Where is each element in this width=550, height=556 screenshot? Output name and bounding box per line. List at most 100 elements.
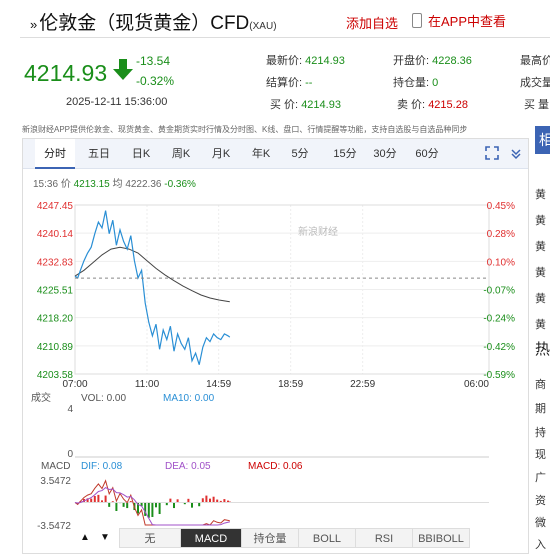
hot-item[interactable]: 广 — [535, 472, 546, 484]
down-arrow-icon — [113, 59, 133, 80]
phone-icon — [412, 13, 422, 28]
notice-text: 新浪财经APP提供伦敦金、现货黄金、黄金期货实时行情及分时图、K线、盘口、行情提… — [22, 125, 468, 134]
indicator-tabs: 无 MACD 持仓量 BOLL RSI BBIBOLL — [119, 528, 470, 548]
indicator-macd[interactable]: MACD — [180, 528, 242, 548]
hot-item[interactable]: 期 — [535, 403, 546, 415]
buy-volume-field: 买 量 — [524, 99, 550, 111]
price-tick-label: 4225.51 — [37, 286, 74, 297]
settle-price-field: 结算价: -- — [266, 77, 313, 89]
macd-axis-top: 3.5472 — [40, 476, 71, 487]
dea-label: DEA: 0.05 — [165, 461, 211, 472]
price-tick-label: 4210.89 — [37, 342, 74, 353]
price-chart[interactable]: 4247.45 4240.14 4232.83 4225.51 4218.20 4210.… — [23, 171, 528, 553]
position-field: 持仓量: 0 — [393, 77, 439, 89]
price-tick-label: 4232.83 — [37, 257, 74, 268]
fullscreen-icon[interactable] — [485, 146, 499, 160]
indicator-rsi[interactable]: RSI — [355, 528, 413, 548]
quote-panel: 4214.93 -13.54 -0.32% 2025-12-11 15:36:0… — [0, 40, 550, 120]
scroll-left-button[interactable]: ▲ — [80, 532, 90, 543]
collapse-icon[interactable] — [509, 146, 523, 160]
price-change-pct: -0.32% — [136, 74, 175, 88]
add-favorite-link[interactable]: 添加自选 — [346, 16, 399, 31]
pct-tick-label: 0.45% — [487, 201, 515, 212]
hot-item[interactable]: 入 — [535, 539, 546, 551]
high-price-field: 最高价: — [520, 55, 550, 67]
macd-value-label: MACD: 0.06 — [248, 461, 303, 472]
tab-30min[interactable]: 30分 — [373, 148, 397, 160]
tab-year-k[interactable]: 年K — [251, 148, 271, 160]
tab-month-k[interactable]: 月K — [211, 148, 231, 160]
latest-price-field: 最新价: 4214.93 — [266, 55, 345, 67]
hot-item[interactable]: 资 — [535, 495, 546, 507]
chart-info-line: 15:36 价 4213.15 均 4222.36 -0.36% — [33, 179, 196, 190]
hot-item[interactable]: 商 — [535, 379, 546, 391]
price-change: -13.54 — [136, 54, 171, 68]
right-sidebar: 相 黄 黄 黄 黄 黄 黄 热 商 期 持 现 广 资 微 入 — [531, 126, 550, 556]
time-tick-label: 22:59 — [350, 379, 375, 390]
macd-axis-bottom: -3.5472 — [37, 521, 71, 532]
time-tick-label: 14:59 — [206, 379, 231, 390]
price-tick-label: 4247.45 — [37, 201, 74, 212]
chevron-right-icon: » — [30, 17, 38, 32]
related-item[interactable]: 黄 — [535, 241, 546, 253]
scroll-right-button[interactable]: ▼ — [100, 532, 110, 543]
related-item[interactable]: 黄 — [535, 215, 546, 227]
tab-5min[interactable]: 5分 — [291, 148, 309, 160]
pct-tick-label: -0.24% — [483, 314, 515, 325]
related-item[interactable]: 黄 — [535, 319, 546, 331]
volume-axis-top: 4 — [67, 404, 73, 415]
volume-axis-bottom: 0 — [67, 449, 73, 460]
related-item[interactable]: 黄 — [535, 293, 546, 305]
open-price-field: 开盘价: 4228.36 — [393, 55, 472, 67]
hot-item[interactable]: 微 — [535, 517, 546, 529]
chart-panel: 分时 五日 日K 周K 月K 年K 5分 15分 30分 60分 15:36 价… — [22, 138, 529, 554]
dea-line — [74, 487, 230, 526]
page-header: » 伦敦金（现货黄金）CFD(XAU) 添加自选 在APP中查看 — [0, 0, 550, 40]
indicator-none[interactable]: 无 — [119, 528, 181, 548]
average-price-line — [74, 246, 230, 303]
price-tick-label: 4218.20 — [37, 314, 74, 325]
related-header: 相 — [535, 126, 550, 154]
tab-60min[interactable]: 60分 — [415, 148, 439, 160]
time-tick-label: 11:00 — [135, 379, 160, 390]
tab-15min[interactable]: 15分 — [333, 148, 357, 160]
related-item[interactable]: 黄 — [535, 267, 546, 279]
pct-tick-label: 0.10% — [487, 257, 515, 268]
tab-fenshi[interactable]: 分时 — [35, 139, 75, 169]
related-item[interactable]: 黄 — [535, 189, 546, 201]
pct-tick-label: -0.07% — [483, 286, 515, 297]
chart-tabs: 分时 五日 日K 周K 月K 年K 5分 15分 30分 60分 — [23, 139, 528, 169]
price-tick-label: 4240.14 — [37, 229, 74, 240]
indicator-position[interactable]: 持仓量 — [241, 528, 299, 548]
view-in-app-label: 在APP中查看 — [428, 14, 507, 29]
ma10-label: MA10: 0.00 — [163, 393, 215, 404]
tab-week-k[interactable]: 周K — [171, 148, 191, 160]
pct-tick-label: -0.42% — [483, 342, 515, 353]
view-in-app-link[interactable]: 在APP中查看 — [412, 11, 506, 30]
hot-item[interactable]: 持 — [535, 427, 546, 439]
price-tick-label: 4203.58 — [37, 370, 74, 381]
current-price: 4214.93 — [24, 60, 108, 86]
page-title: » 伦敦金（现货黄金）CFD(XAU) — [30, 13, 277, 34]
dif-label: DIF: 0.08 — [81, 461, 123, 472]
price-line — [74, 210, 231, 365]
vol-value-label: VOL: 0.00 — [81, 393, 126, 404]
volume-field: 成交量: — [520, 77, 550, 89]
sell-price-field: 卖 价: 4215.28 — [397, 99, 468, 111]
divider — [20, 37, 550, 38]
time-tick-label: 06:00 — [464, 379, 489, 390]
volume-axis-label: 成交 — [31, 391, 51, 404]
hot-item[interactable]: 现 — [535, 449, 546, 461]
hot-header: 热 — [535, 341, 550, 358]
time-tick-label: 07:00 — [62, 379, 87, 390]
buy-price-field: 买 价: 4214.93 — [270, 99, 341, 111]
watermark: 新浪财经 — [298, 225, 338, 238]
tab-wuri[interactable]: 五日 — [88, 148, 110, 160]
indicator-boll[interactable]: BOLL — [298, 528, 356, 548]
pct-tick-label: 0.28% — [487, 229, 515, 240]
macd-axis-label: MACD — [41, 461, 70, 472]
quote-timestamp: 2025-12-11 15:36:00 — [66, 96, 168, 108]
indicator-bbiboll[interactable]: BBIBOLL — [412, 528, 470, 548]
tab-day-k[interactable]: 日K — [131, 148, 151, 160]
time-tick-label: 18:59 — [278, 379, 303, 390]
